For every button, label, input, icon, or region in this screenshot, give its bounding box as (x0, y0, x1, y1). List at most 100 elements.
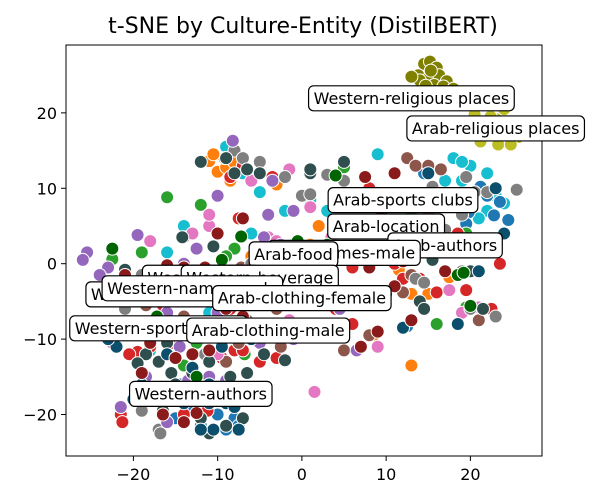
x-tick-label: 20 (460, 465, 480, 484)
y-tick-label: 20 (37, 104, 57, 123)
scatter-point (353, 339, 368, 354)
scatter-point (234, 229, 249, 244)
scatter-point (189, 241, 204, 256)
scatter-point (337, 343, 351, 358)
chart-title: t-SNE by Culture-Entity (DistilBERT) (108, 14, 498, 39)
scatter-point (235, 211, 250, 226)
annotation-box (128, 380, 273, 408)
scatter-point (450, 317, 465, 331)
scatter-point (261, 207, 276, 222)
scatter-point (404, 69, 419, 84)
scatter-point (423, 63, 438, 78)
annotation-label: Arab-religious places (406, 115, 586, 142)
scatter-point (252, 185, 267, 200)
annotation-text: Arab-location (333, 217, 440, 236)
scatter-point (417, 301, 432, 316)
scatter-point (219, 151, 234, 166)
scatter-point (476, 301, 490, 316)
scatter-point (463, 298, 478, 313)
scatter-point (438, 264, 453, 279)
scatter-point (370, 339, 385, 354)
scatter-point (160, 245, 175, 260)
scatter-point (134, 245, 149, 260)
scatter-point (240, 162, 255, 177)
scatter-point (429, 285, 444, 300)
scatter-point (488, 181, 503, 196)
scatter-point (143, 234, 158, 249)
scatter-point (193, 197, 208, 212)
scatter-point (456, 265, 471, 280)
scatter-point (459, 283, 474, 298)
scatter-point (501, 213, 516, 227)
scatter-point (278, 170, 292, 184)
annotation-text: Western-religious places (314, 89, 510, 108)
scatter-point (189, 406, 204, 420)
scatter-point (115, 415, 130, 430)
scatter-point (303, 200, 318, 215)
x-tick-label: 10 (376, 465, 396, 484)
scatter-point (219, 418, 234, 433)
scatter-point (337, 154, 351, 169)
scatter-point (193, 154, 208, 169)
scatter-point (328, 168, 343, 183)
plot-frame (65, 44, 543, 457)
scatter-point (134, 366, 149, 380)
scatter-point (370, 147, 385, 162)
scatter-point (417, 275, 432, 290)
scatter-point (122, 347, 137, 362)
scatter-point (175, 230, 190, 245)
scatter-point (492, 256, 507, 271)
annotation-label: Western-authors (128, 380, 273, 408)
scatter-point (488, 309, 503, 324)
scatter-point (206, 239, 221, 254)
scatter-point (421, 166, 436, 181)
scatter-point (168, 351, 183, 365)
scatter-point (210, 226, 225, 241)
annotation-label: Arab-clothing-male (186, 317, 351, 344)
annotation-text: Arab-clothing-female (218, 289, 386, 308)
scatter-point (257, 347, 271, 362)
scatter-point (113, 400, 128, 414)
annotation-box (307, 85, 515, 112)
scatter-point (210, 188, 225, 203)
x-tick-label: −10 (201, 465, 235, 484)
scatter-point (404, 313, 419, 328)
scatter-point (155, 407, 170, 422)
scatter-point (240, 366, 255, 380)
y-tick-label: 0 (47, 255, 57, 274)
y-tick-label: −10 (23, 330, 57, 349)
scatter-point (202, 343, 217, 358)
scatter-point (433, 162, 448, 177)
scatter-point (252, 166, 267, 181)
scatter-point (214, 252, 229, 267)
annotation-text: Western-authors (135, 384, 267, 403)
scatter-point (206, 147, 221, 162)
scatter-point (286, 203, 301, 218)
scatter-point (278, 353, 292, 368)
scatter-point (160, 190, 175, 205)
annotation-box (212, 285, 392, 312)
scatter-point (307, 384, 322, 399)
scatter-point (459, 170, 474, 184)
scatter-point (176, 415, 191, 430)
scatter-point (387, 166, 402, 181)
scatter-point (455, 154, 469, 169)
annotation-box (186, 317, 351, 344)
annotation-text: Arab-clothing-male (192, 321, 345, 340)
annotation-label: Western-religious places (307, 85, 515, 112)
annotation-text: Arab-religious places (412, 119, 580, 138)
annotations-layer: Western-religious places Arab-religious p… (69, 85, 586, 408)
scatter-point (303, 162, 318, 177)
scatter-point (429, 317, 444, 331)
annotation-box (406, 115, 586, 142)
scatter-point (105, 241, 120, 256)
scatter-point (370, 324, 385, 339)
annotation-text: Arab-sports clubs (333, 191, 473, 210)
scatter-point (225, 133, 240, 148)
scatter-point (303, 187, 318, 202)
scatter-point (231, 422, 246, 437)
scatter-point (185, 347, 200, 362)
scatter-point (227, 166, 242, 181)
scatter-point (130, 228, 145, 242)
scatter-point (193, 422, 208, 437)
